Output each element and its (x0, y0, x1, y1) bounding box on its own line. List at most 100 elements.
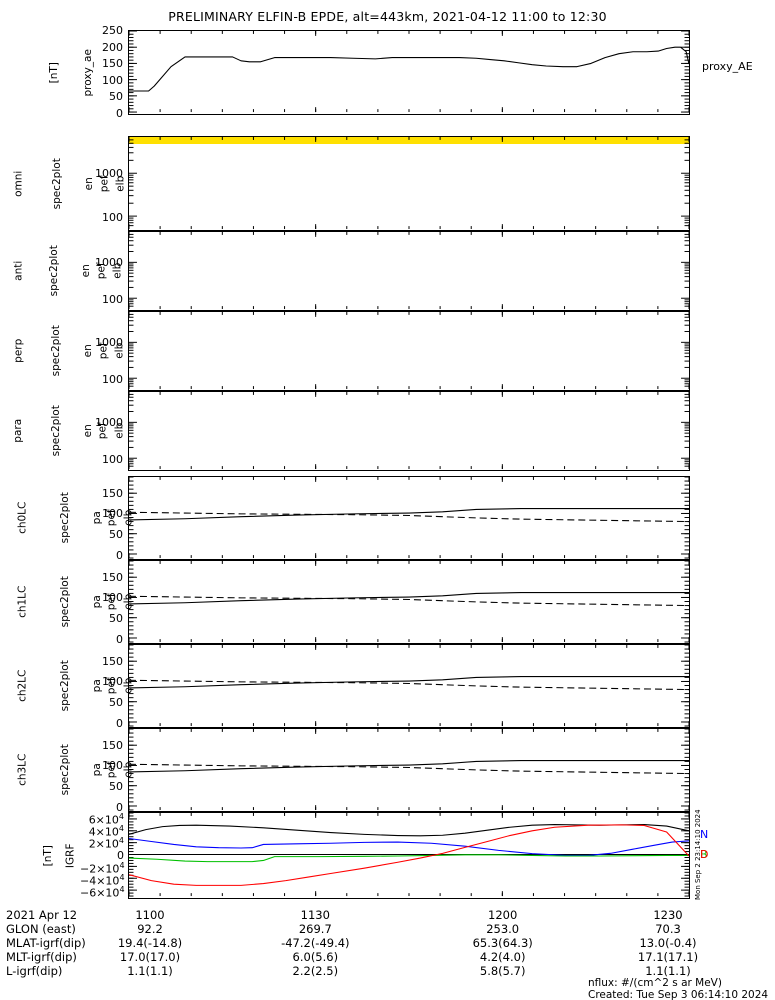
ylabel-word: [nT] (47, 61, 60, 84)
y-tick-label: −6×104 (80, 884, 125, 900)
ylabel-word: spec2plot (58, 576, 71, 628)
panel-pa-ch0lc (128, 476, 690, 560)
axis-row-value: 2.2(2.5) (292, 964, 339, 978)
y-tick-label: 100 (102, 210, 123, 224)
panel-en-para (128, 391, 690, 471)
y-tick-label: 100 (102, 591, 123, 605)
en-para-plot-area (129, 392, 689, 470)
axis-row-label: MLAT-igrf(dip) (6, 936, 86, 950)
y-tick-label: 0 (116, 716, 123, 730)
ylabel-igrf: IGRF [nT] (41, 812, 78, 899)
ylabel-word: spec2plot (48, 245, 61, 297)
y-tick-label: 2×104 (88, 836, 124, 851)
legend-igrf-b: B (700, 848, 708, 861)
ylabel-word: IGRF (64, 843, 77, 868)
y-tick-label: 200 (102, 40, 123, 54)
ylabel-word: elb (121, 677, 134, 695)
y-tick-label: 0 (116, 548, 123, 562)
axis-row-label: MLT-igrf(dip) (6, 950, 77, 964)
panel-igrf (128, 812, 690, 899)
ylabel-pa-ch0lc: elb pef pa spec2plot ch0LC [deg] (16, 476, 134, 560)
axis-table-row: GLON (east) 92.2 269.7 253.0 70.3 (0, 922, 775, 936)
ylabel-word: ch2LC (16, 669, 29, 703)
ylabel-pa-ch2lc: elb pef pa spec2plot ch2LC [deg] (16, 644, 134, 728)
axis-row-value: 1230 (653, 908, 683, 922)
igrf-plot-area (129, 813, 689, 897)
axis-row-value: 17.0(17.0) (119, 950, 181, 964)
y-tick-label: 0 (116, 800, 123, 814)
proxy-ae-plot-area (129, 31, 689, 113)
creation-stamp-vertical: Mon Sep 2 23:14:10 2024 (694, 809, 702, 900)
y-tick-label: 0 (116, 107, 123, 120)
ylabel-word: omni (12, 170, 25, 197)
axis-table-row: MLT-igrf(dip) 17.0(17.0) 6.0(5.6) 4.2(4.0) 1… (0, 950, 775, 964)
ylabel-word: spec2plot (49, 405, 62, 457)
ylabel-word: ch1LC (16, 585, 29, 619)
ylabel-pa-ch1lc: elb pef pa spec2plot ch1LC [deg] (16, 560, 134, 644)
y-tick-label: 150 (102, 486, 123, 500)
ylabel-word: [nT] (41, 844, 54, 867)
en-omni-plot-area (129, 137, 689, 230)
ylabel-word: ch3LC (16, 753, 29, 787)
y-tick-label: 150 (102, 654, 123, 668)
y-tick-label: 150 (102, 570, 123, 584)
axis-row-value: 1130 (300, 908, 330, 922)
ylabel-en-omni: elb pef en spec2plot omni [keV] (10, 136, 126, 231)
right-label-proxy-ae: proxy_AE (702, 60, 753, 73)
y-tick-label: 50 (109, 780, 123, 794)
page-title: PRELIMINARY ELFIN-B EPDE, alt=443km, 202… (168, 9, 607, 24)
y-tick-label: 6×104 (88, 812, 124, 827)
pa-ch2lc-plot-area (129, 645, 689, 727)
axis-row-value: 19.4(-14.8) (117, 936, 183, 950)
legend-igrf-d: D (700, 848, 709, 861)
ylabel-word: [keV] (0, 257, 1, 285)
axis-row-value: 269.7 (298, 922, 332, 936)
y-tick-label: 100 (102, 292, 123, 306)
axis-row-label: L-igrf(dip) (6, 964, 63, 978)
axis-row-value: 1.1(1.1) (645, 964, 691, 978)
y-tick-label: 100 (102, 675, 123, 689)
y-tick-label: 100 (102, 452, 123, 466)
ylabel-word: spec2plot (58, 744, 71, 796)
y-tick-label: 100 (102, 507, 123, 521)
ylabel-word: para (12, 419, 25, 443)
y-tick-label: 4×104 (88, 824, 124, 839)
omni-top-band (129, 137, 689, 144)
y-tick-label: 250 (102, 24, 123, 37)
panel-pa-ch2lc (128, 644, 690, 728)
pa-ch1lc-plot-area (129, 561, 689, 643)
axis-table-row: MLAT-igrf(dip) 19.4(-14.8) -47.2(-49.4) 65.… (0, 936, 775, 950)
legend-igrf-n: N (700, 828, 709, 841)
ylabel-word: spec2plot (51, 157, 64, 210)
axis-row-label: GLON (east) (6, 922, 76, 936)
y-tick-label: 1000 (95, 256, 123, 270)
ylabel-word: spec2plot (50, 325, 63, 377)
axis-row-value: 65.3(64.3) (472, 936, 533, 950)
ylabel-word: anti (12, 260, 25, 282)
axis-row-value: 13.0(-0.4) (639, 936, 697, 950)
panel-pa-ch3lc (128, 728, 690, 812)
axis-row-value: 5.8(5.7) (479, 964, 526, 978)
y-tick-label: 50 (109, 528, 123, 542)
pa-ch3lc-plot-area (129, 729, 689, 811)
ylabel-word: ch0LC (16, 501, 29, 535)
axis-row-value: 253.0 (486, 922, 520, 936)
panel-proxy-ae (128, 30, 690, 115)
axis-row-value: 1.1(1.1) (127, 964, 173, 978)
y-tick-label: 50 (109, 612, 123, 626)
pa-ch0lc-plot-area (129, 477, 689, 559)
axis-row-value: 70.3 (655, 922, 681, 936)
ylabel-word: proxy_ae (81, 48, 94, 97)
footer-created: Created: Tue Sep 3 06:14:10 2024 (588, 989, 769, 1000)
y-tick-label: 1000 (95, 416, 123, 430)
ylabel-word: spec2plot (58, 660, 71, 712)
ylabel-en-perp: elb pef en spec2plot perp [keV] (10, 311, 125, 391)
ylabel-word: perp (12, 338, 25, 364)
y-tick-label: 0 (117, 848, 124, 862)
ylabel-word: elb (121, 593, 134, 611)
en-anti-plot-area (129, 232, 689, 310)
axis-row-value: 17.1(17.1) (637, 950, 699, 964)
y-tick-label: 100 (102, 372, 123, 386)
ylabel-word: spec2plot (58, 492, 71, 544)
